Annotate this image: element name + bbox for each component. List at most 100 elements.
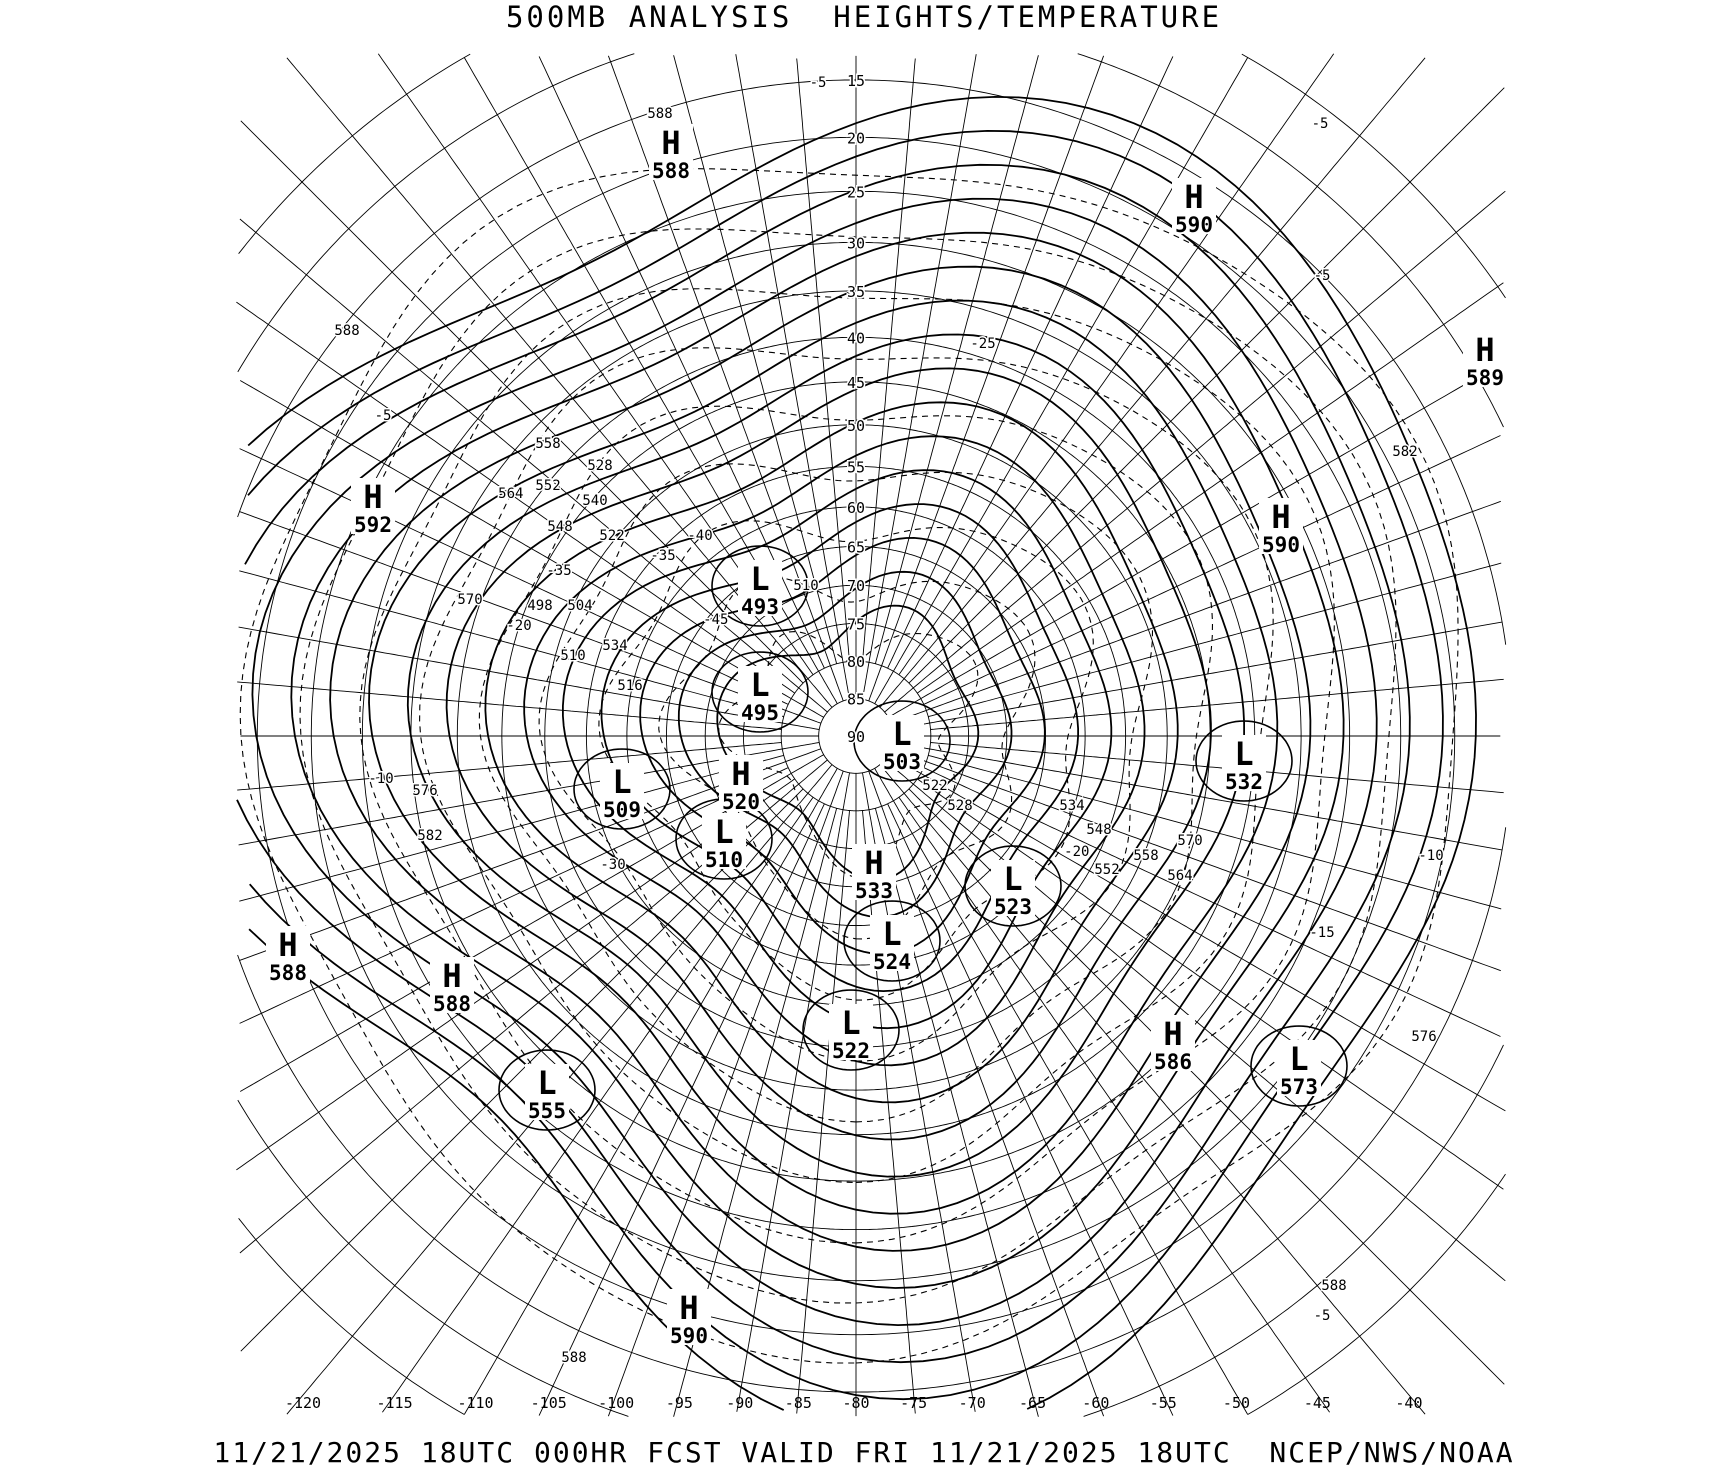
closed-low-contour (843, 900, 941, 982)
meridian-line (736, 772, 850, 1412)
contour-label: -10 (368, 771, 393, 787)
center-value: 589 (1466, 366, 1504, 390)
center-value: 590 (670, 1324, 708, 1348)
center-value: 590 (1262, 533, 1300, 557)
contour-label: -5 (1314, 1308, 1331, 1324)
meridian-line (735, 54, 850, 700)
contour-label: 582 (417, 828, 442, 844)
label-background (991, 860, 1035, 916)
contour-label: 558 (1133, 848, 1158, 864)
meridian-line (908, 788, 1505, 1385)
meridian-line (928, 562, 1502, 718)
valid-time-footer: 11/21/2025 18UTC 000HR FCST VALID FRI 11… (213, 1436, 1515, 1469)
center-value: 586 (1154, 1050, 1192, 1074)
meridian-line (796, 810, 850, 1414)
label-background (649, 124, 693, 180)
meridian-line (928, 754, 1502, 910)
contour-label: -5 (375, 408, 392, 424)
meridian-line (286, 764, 833, 1415)
low-letter: L (1234, 735, 1253, 773)
center-value: 573 (1280, 1075, 1318, 1099)
height-contour-564 (290, 231, 1345, 1289)
meridian-line (286, 57, 833, 708)
closed-low-contour (573, 748, 671, 830)
meridian-line (874, 55, 1039, 664)
meridian-line (868, 55, 1105, 702)
longitude-label: -115 (377, 1394, 413, 1412)
high-letter: H (442, 957, 461, 995)
contour-label: -10 (1418, 848, 1443, 864)
high-letter: H (1475, 331, 1494, 369)
center-value: 588 (433, 992, 471, 1016)
latitude-circle (238, 53, 1506, 1415)
longitude-label: -95 (666, 1394, 693, 1412)
height-contour-546 (406, 333, 1245, 1178)
center-value: 509 (603, 798, 641, 822)
center-value: 555 (528, 1099, 566, 1123)
latitude-label: 90 (847, 728, 865, 746)
contour-label: -45 (703, 612, 728, 628)
label-background (1172, 178, 1216, 234)
label-background (1222, 735, 1266, 791)
longitude-label: -40 (1395, 1394, 1422, 1412)
contour-label: 540 (582, 493, 607, 509)
meridian-line (887, 56, 1174, 669)
center-value: 590 (1175, 213, 1213, 237)
closed-low-contour (711, 545, 809, 627)
meridian-line (923, 767, 1501, 1037)
height-contour-552 (368, 299, 1279, 1215)
temperature-contour (239, 168, 1459, 1364)
longitude-label: -50 (1223, 1394, 1250, 1412)
meridian-line (463, 768, 838, 1415)
contour-label: 522 (599, 528, 624, 544)
label-background (600, 763, 644, 819)
center-value: 524 (873, 950, 911, 974)
meridian-line (917, 778, 1504, 1190)
longitude-label: -65 (1019, 1394, 1046, 1412)
meridian-line (607, 770, 844, 1417)
temperature-contour (478, 405, 1214, 1123)
center-value: 592 (354, 513, 392, 537)
center-value: 493 (741, 595, 779, 619)
contour-label: 588 (561, 1350, 586, 1366)
contour-label: 548 (1086, 822, 1111, 838)
center-value: 522 (832, 1039, 870, 1063)
center-value: 523 (994, 895, 1032, 919)
contour-label: 558 (535, 436, 560, 452)
meridian-line (874, 768, 1249, 1415)
longitude-label: -45 (1304, 1394, 1331, 1412)
latitude-label: 40 (847, 329, 865, 347)
label-background (1259, 498, 1303, 554)
label-background (852, 844, 896, 900)
latitude-label: 75 (847, 615, 865, 633)
contour-label: 570 (1177, 833, 1202, 849)
longitude-label: -105 (531, 1394, 567, 1412)
meridian-line (239, 218, 828, 713)
latitude-label: 60 (847, 499, 865, 517)
latitude-label: 35 (847, 283, 865, 301)
meridian-line (923, 435, 1501, 705)
contour-label: 534 (1059, 798, 1084, 814)
contour-label: 510 (793, 578, 818, 594)
contour-label: -30 (600, 857, 625, 873)
low-letter: L (841, 1004, 860, 1042)
latitude-label: 70 (847, 577, 865, 595)
meridian-line (890, 500, 1501, 724)
contour-label: 576 (1411, 1029, 1436, 1045)
map-layer (236, 53, 1507, 1417)
low-letter: L (750, 666, 769, 704)
high-letter: H (1163, 1015, 1182, 1053)
low-letter: L (882, 915, 901, 953)
contour-label: -5 (810, 75, 827, 91)
contour-label: 528 (587, 458, 612, 474)
center-value: 495 (741, 701, 779, 725)
center-value: 588 (269, 961, 307, 985)
latitude-label: 55 (847, 458, 865, 476)
